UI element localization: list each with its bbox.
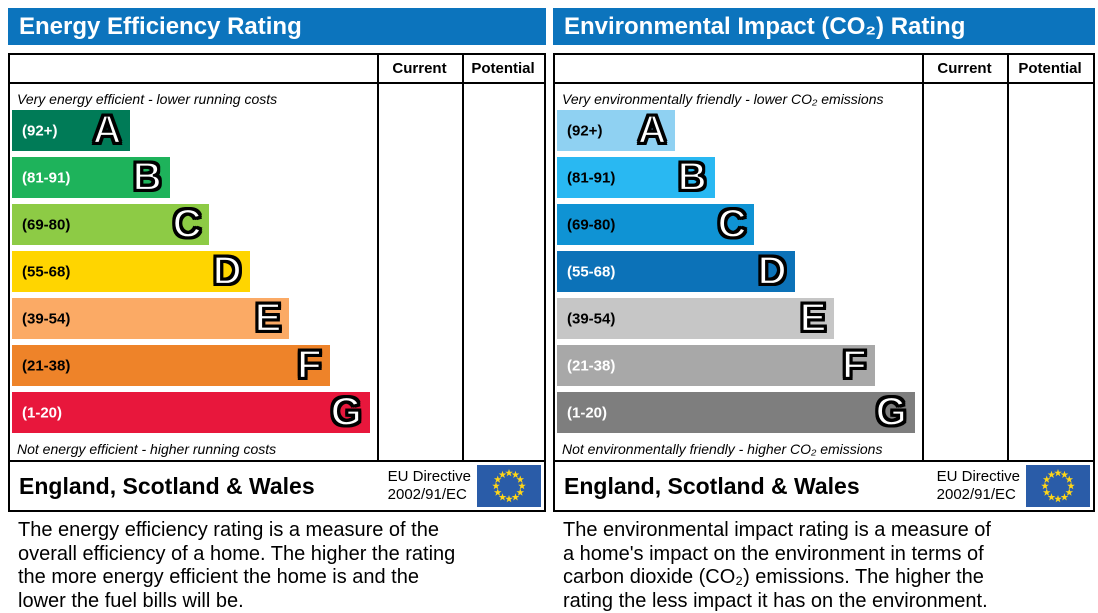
rating-bands: (92+) A (81-91) B (69-80) C (55-68) D (3… — [10, 107, 377, 434]
blank-header-cell — [555, 55, 922, 82]
top-caption: Very energy efficient - lower running co… — [17, 91, 278, 107]
eu-flag — [1026, 465, 1090, 507]
band-f: (21-38) F — [12, 342, 330, 387]
band-range: (69-80) — [22, 216, 71, 233]
band-d: (55-68) D — [557, 248, 795, 293]
band-range: (55-68) — [22, 263, 71, 280]
band-letter: D — [212, 248, 243, 293]
table-footer: England, Scotland & Wales EU Directive 2… — [555, 460, 1093, 510]
energy-efficiency-panel: Energy Efficiency Rating Current Potenti… — [8, 0, 546, 613]
band-letter: E — [254, 295, 283, 340]
band-c: (69-80) C — [557, 201, 755, 246]
energy-description: The energy efficiency rating is a measur… — [18, 519, 456, 612]
column-divider — [922, 55, 924, 460]
band-range: (1-20) — [22, 404, 63, 421]
band-letter: B — [132, 154, 163, 199]
eu-flag — [477, 465, 541, 507]
band-letter: C — [171, 201, 202, 246]
band-letter: G — [329, 389, 362, 434]
region-label: England, Scotland & Wales — [564, 472, 860, 499]
column-divider — [462, 55, 464, 460]
band-e: (39-54) E — [12, 295, 290, 340]
band-range: (92+) — [567, 122, 603, 139]
band-b: (81-91) B — [557, 154, 715, 199]
band-letter: B — [677, 154, 708, 199]
current-column-header: Current — [937, 60, 992, 77]
environmental-description: The environmental impact rating is a mea… — [563, 519, 991, 612]
band-a: (92+) A — [557, 107, 675, 152]
band-letter: F — [296, 342, 323, 387]
rating-scale: Very environmentally friendly - lower CO… — [555, 86, 922, 460]
panel-title: Environmental Impact (CO₂) Rating — [564, 13, 966, 40]
band-range: (81-91) — [567, 169, 616, 186]
current-column-header: Current — [392, 60, 447, 77]
band-g: (1-20) G — [12, 389, 370, 434]
band-range: (69-80) — [567, 216, 616, 233]
band-letter: A — [92, 107, 123, 152]
potential-column-header: Potential — [471, 60, 535, 77]
eu-directive-label: EU Directive 2002/91/EC — [936, 468, 1020, 503]
band-letter: C — [716, 201, 747, 246]
rating-scale: Very energy efficient - lower running co… — [10, 86, 377, 460]
band-g: (1-20) G — [557, 389, 915, 434]
panel-header: Energy Efficiency Rating — [8, 8, 546, 45]
band-range: (81-91) — [22, 169, 71, 186]
band-a: (92+) A — [12, 107, 130, 152]
column-divider — [1007, 55, 1009, 460]
panel-header: Environmental Impact (CO₂) Rating — [553, 8, 1095, 45]
environmental-impact-panel: Environmental Impact (CO₂) Rating Curren… — [553, 0, 1095, 613]
band-f: (21-38) F — [557, 342, 875, 387]
bottom-caption: Not environmentally friendly - higher CO… — [562, 441, 883, 457]
band-range: (21-38) — [22, 357, 71, 374]
column-divider — [377, 55, 379, 460]
blank-header-cell — [10, 55, 377, 82]
table-footer: England, Scotland & Wales EU Directive 2… — [10, 460, 544, 510]
band-letter: G — [874, 389, 907, 434]
region-label: England, Scotland & Wales — [19, 472, 315, 499]
band-d: (55-68) D — [12, 248, 250, 293]
band-range: (92+) — [22, 122, 58, 139]
bottom-caption: Not energy efficient - higher running co… — [17, 441, 277, 457]
panel-title: Energy Efficiency Rating — [19, 13, 302, 40]
band-b: (81-91) B — [12, 154, 170, 199]
top-caption: Very environmentally friendly - lower CO… — [562, 91, 884, 107]
band-range: (39-54) — [567, 310, 616, 327]
table-header-row: Current Potential — [555, 55, 1093, 84]
band-letter: D — [757, 248, 788, 293]
band-range: (39-54) — [22, 310, 71, 327]
band-range: (21-38) — [567, 357, 616, 374]
band-range: (55-68) — [567, 263, 616, 280]
potential-column-header: Potential — [1018, 60, 1082, 77]
band-letter: E — [799, 295, 828, 340]
environmental-rating-table: Current Potential Very environmentally f… — [553, 53, 1095, 512]
band-range: (1-20) — [567, 404, 608, 421]
table-header-row: Current Potential — [10, 55, 544, 84]
band-e: (39-54) E — [557, 295, 835, 340]
band-letter: A — [637, 107, 668, 152]
eu-directive-label: EU Directive 2002/91/EC — [387, 468, 471, 503]
band-letter: F — [841, 342, 868, 387]
energy-rating-table: Current Potential Very energy efficient … — [8, 53, 546, 512]
band-c: (69-80) C — [12, 201, 210, 246]
rating-bands: (92+) A (81-91) B (69-80) C (55-68) D (3… — [555, 107, 922, 434]
